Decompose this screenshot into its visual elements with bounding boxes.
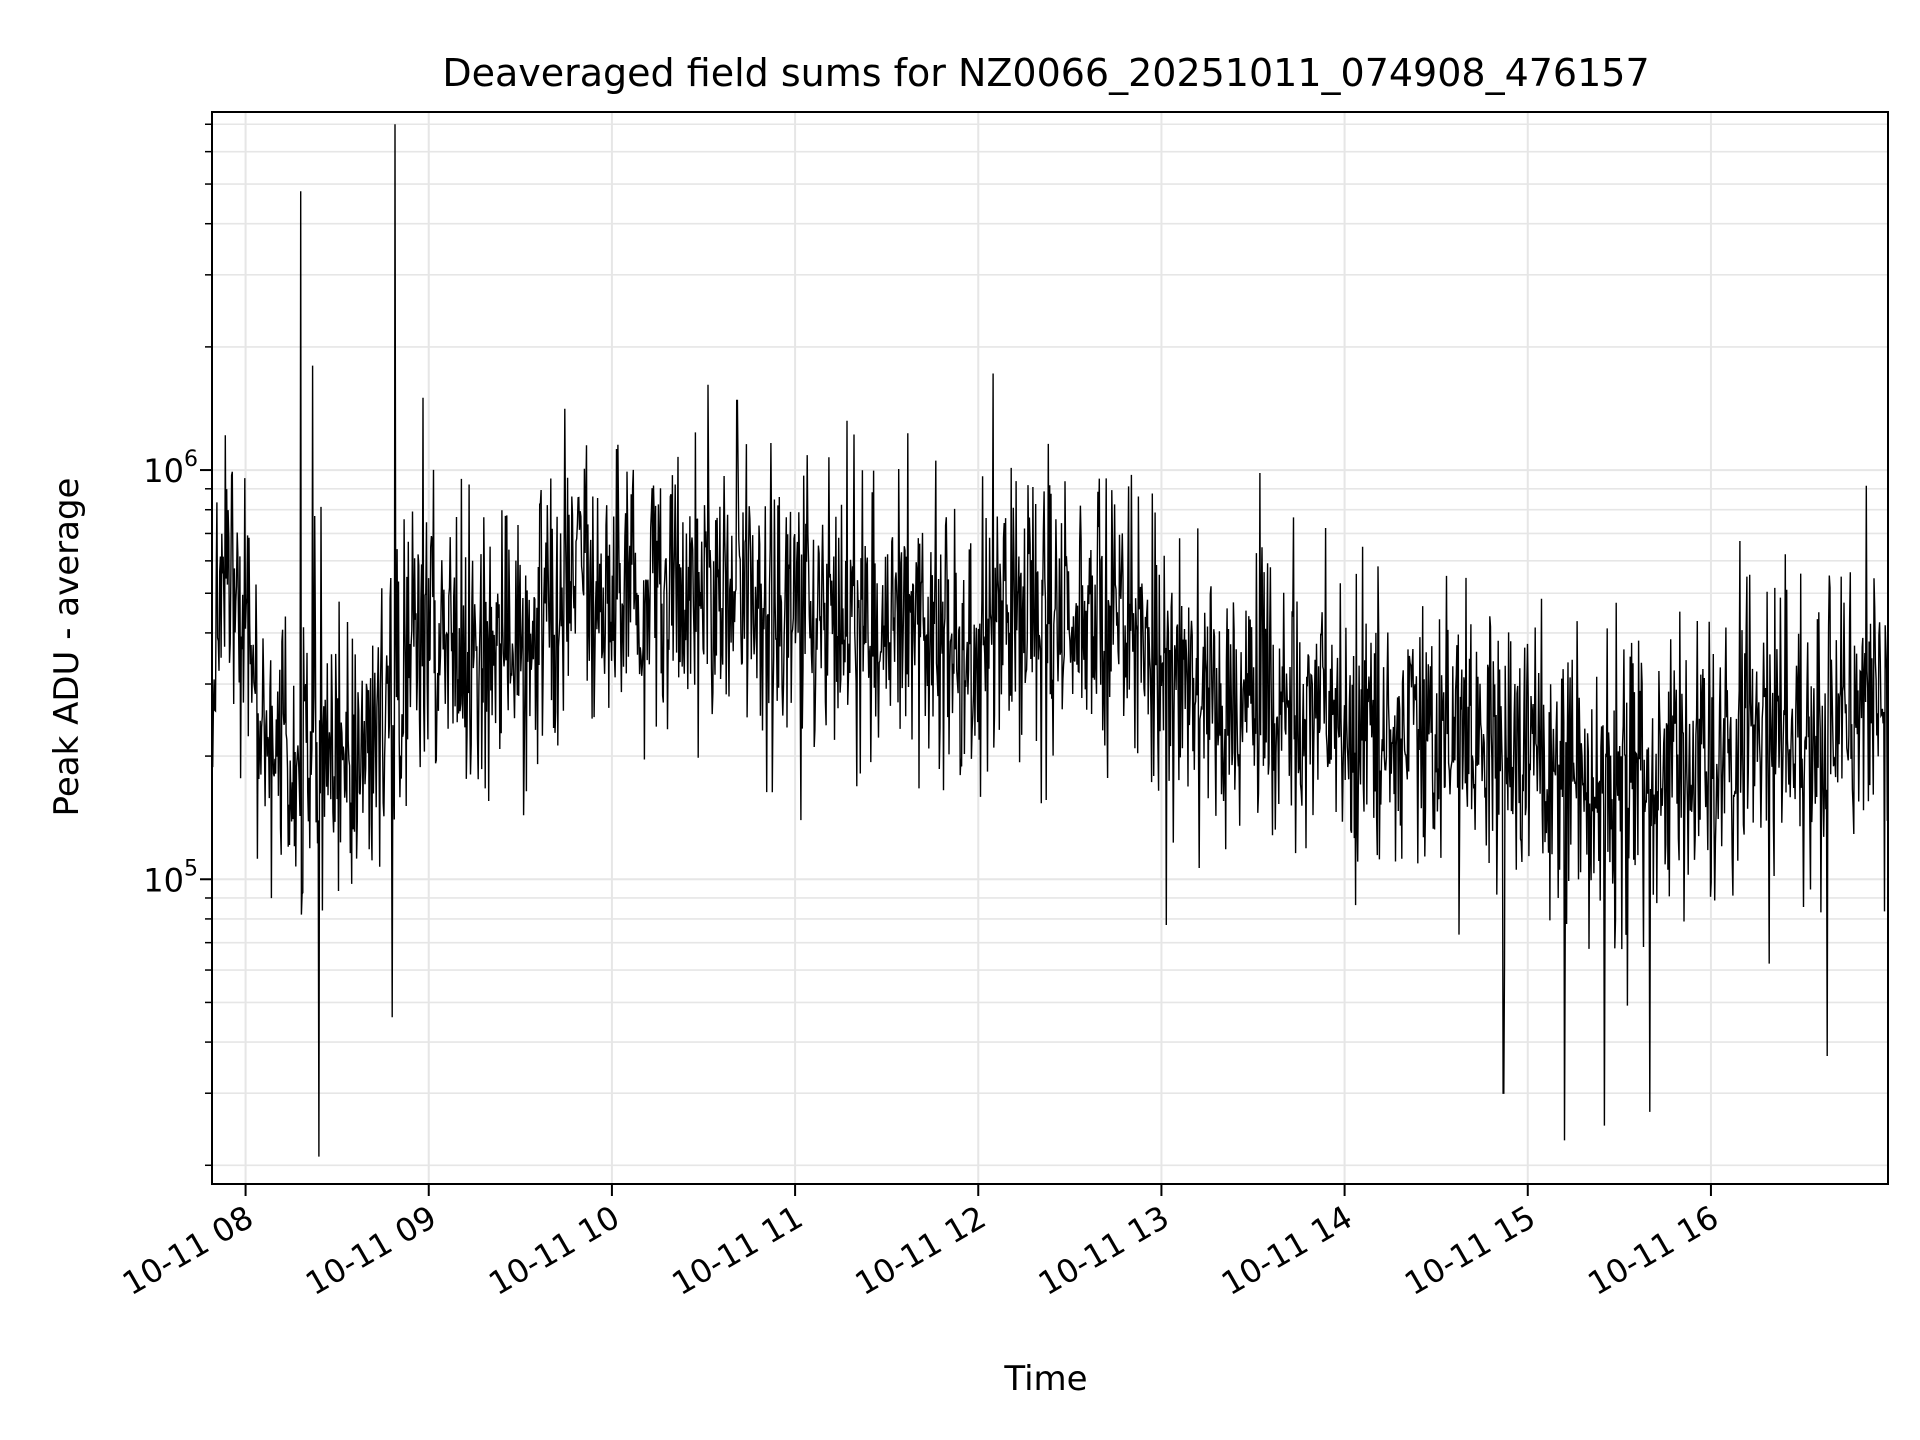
y-tick-label-exponent: 5 — [184, 856, 198, 881]
series-line-group — [211, 124, 1889, 1157]
plot-frame — [211, 111, 1889, 1185]
y-tick-label-base: 10 — [143, 861, 184, 899]
series-line — [211, 124, 1889, 1157]
chart-title: Deaveraged field sums for NZ0066_2025101… — [442, 51, 1649, 95]
y-tick-label-exponent: 6 — [184, 447, 198, 472]
y-axis-label: Peak ADU - average — [47, 478, 87, 817]
y-tick-label: 106 — [143, 447, 198, 490]
y-tick-label: 105 — [143, 856, 198, 899]
y-tick-label-base: 10 — [143, 452, 184, 490]
x-axis-label: Time — [1003, 1359, 1087, 1399]
